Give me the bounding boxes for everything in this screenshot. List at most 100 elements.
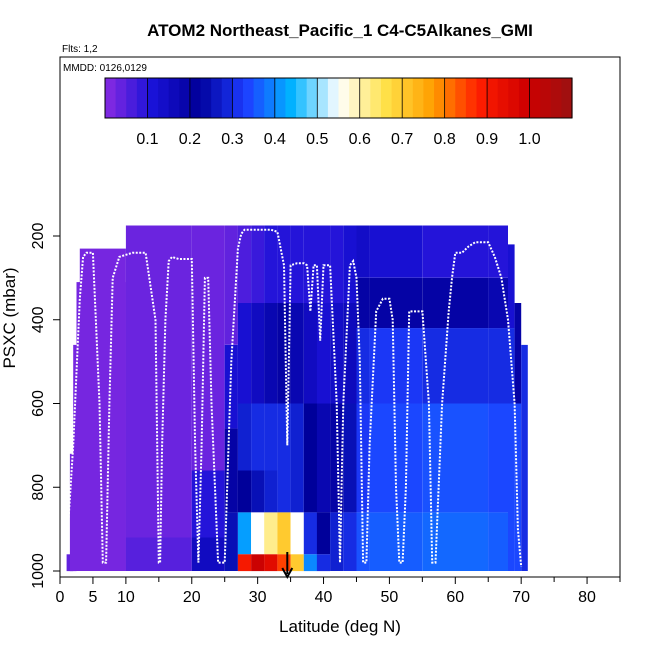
x-tick-label: 50: [381, 589, 399, 606]
heatmap-cell: [316, 554, 331, 572]
colorbar-segment: [189, 78, 202, 118]
colorbar-segment: [508, 78, 520, 118]
heatmap-cell: [125, 225, 192, 538]
colorbar-segment: [221, 78, 233, 118]
y-tick-label: 800: [30, 474, 47, 501]
colorbar-segment: [444, 78, 456, 118]
colorbar-segment: [476, 78, 488, 118]
colorbar-segment: [200, 78, 212, 118]
heatmap-cell: [343, 512, 357, 571]
heatmap-cell: [290, 403, 304, 471]
colorbar-segment: [253, 78, 265, 118]
heatmap-cell: [224, 428, 238, 513]
colorbar-segment: [349, 78, 361, 118]
colorbar-segment: [370, 78, 382, 118]
x-axis: 0 5 10 20 30 40 50 60 70 80: [56, 577, 621, 606]
colorbar-tick-label: 0.8: [434, 131, 456, 148]
heatmap-cell: [369, 403, 423, 513]
heatmap-cell: [303, 470, 317, 513]
colorbar-tick-label: 0.6: [349, 131, 371, 148]
heatmap-cell: [422, 512, 489, 571]
colorbar-frame: [104, 77, 573, 119]
heatmap-cell: [422, 403, 489, 513]
heatmap-cell: [224, 512, 238, 571]
x-tick-label: 80: [578, 589, 596, 606]
colorbar-segment: [338, 78, 350, 118]
heatmap-cell: [356, 277, 370, 329]
colorbar-tick-label: 0.3: [221, 131, 243, 148]
heatmap-cell: [508, 403, 515, 571]
heatmap-cell: [251, 554, 265, 572]
chart-title: ATOM2 Northeast_Pacific_1 C4-C5Alkanes_G…: [147, 21, 533, 40]
plot-frame: [59, 56, 621, 578]
y-tick-label: 600: [30, 390, 47, 417]
heatmap-cell: [356, 403, 370, 513]
colorbar-segment: [412, 78, 425, 118]
heatmap-cell: [290, 554, 304, 572]
colorbar-tick-label: 0.4: [264, 131, 286, 148]
heatmap-cell: [369, 328, 423, 404]
date-label: MMDD: 0126,0129: [63, 63, 147, 74]
heatmap-cell: [264, 403, 278, 471]
colorbar-segment: [306, 78, 318, 118]
heatmap-cell: [303, 303, 317, 404]
heatmap-cell: [191, 537, 225, 571]
heatmap-cell: [343, 303, 357, 404]
heatmap-cell: [303, 512, 317, 555]
y-tick-label: 200: [30, 223, 47, 250]
heatmap-cell: [303, 403, 317, 471]
colorbar-segment: [550, 78, 562, 118]
colorbar-segment: [465, 78, 478, 118]
heatmap-cell: [488, 328, 508, 404]
colorbar-tick-label: 0.5: [306, 131, 328, 148]
heatmap-cell: [356, 328, 370, 404]
x-tick-label: 40: [315, 589, 333, 606]
x-tick-label: 70: [512, 589, 530, 606]
colorbar-segment: [242, 78, 255, 118]
x-tick-label: 5: [88, 589, 97, 606]
heatmap-cell: [514, 303, 522, 404]
colorbar-segment: [105, 78, 117, 118]
heatmap-cell: [264, 303, 278, 404]
heatmap-cell: [316, 225, 331, 303]
heatmap-cell: [264, 512, 278, 555]
heatmap-cell: [422, 225, 489, 278]
colorbar-tick-label: 0.9: [476, 131, 498, 148]
colorbar-segment: [359, 78, 371, 118]
colorbar-segment: [455, 78, 467, 118]
colorbar-segment: [540, 78, 552, 118]
heatmap-cell: [251, 225, 265, 303]
heatmap-cell: [237, 470, 252, 513]
heatmap-cell: [251, 470, 265, 513]
colorbar-segment: [327, 78, 340, 118]
flight-track: [62, 228, 523, 567]
colorbar-segment: [487, 78, 499, 118]
colorbar-tick-label: 0.2: [179, 131, 201, 148]
y-axis: 200 400 600 800 1000: [30, 223, 60, 589]
y-tick-label: 400: [30, 306, 47, 333]
heatmap-cell: [237, 512, 252, 555]
heatmap-cell: [264, 470, 278, 513]
colorbar-segment: [434, 78, 446, 118]
colorbar-segment: [126, 78, 138, 118]
heatmap-cell: [277, 470, 291, 513]
colorbar-segment: [274, 78, 287, 118]
heatmap-cell: [330, 403, 344, 513]
colorbar-segment: [168, 78, 180, 118]
heatmap-cell: [422, 328, 489, 404]
x-tick-label: 0: [56, 589, 65, 606]
heatmap-cell: [251, 512, 265, 555]
colorbar-tick-label: 0.1: [136, 131, 158, 148]
heatmap-cell: [251, 303, 265, 404]
x-axis-label: Latitude (deg N): [279, 617, 401, 636]
heatmap-cell: [290, 225, 304, 303]
heatmap-cell: [303, 225, 317, 303]
heatmap-cell: [277, 303, 291, 404]
heatmap-cell: [330, 512, 344, 571]
x-tick-label: 20: [183, 589, 201, 606]
colorbar-segment: [158, 78, 170, 118]
colorbar-segment: [561, 78, 573, 118]
heatmap-cell: [356, 225, 370, 278]
heatmap-cell: [290, 512, 304, 555]
